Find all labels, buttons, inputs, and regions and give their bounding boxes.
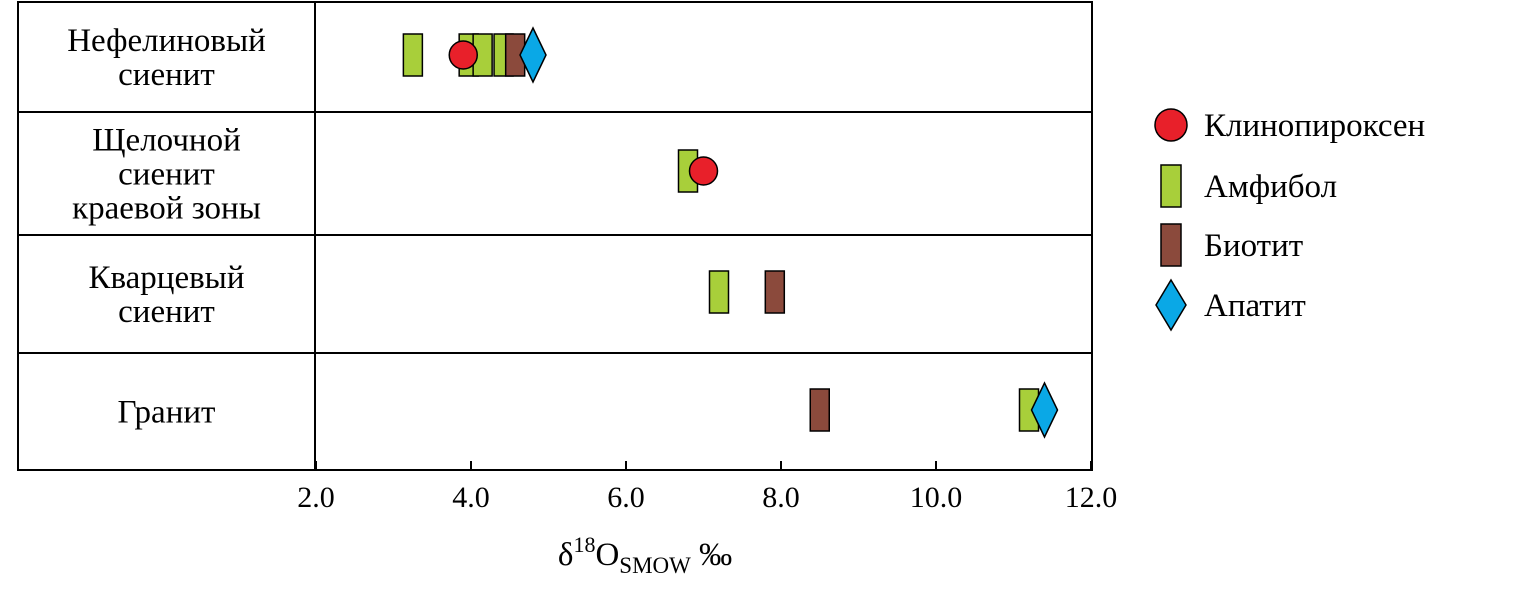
legend-swatch bbox=[1155, 278, 1187, 332]
legend-item: Биотит bbox=[1160, 223, 1303, 267]
legend-label: Апатит bbox=[1204, 288, 1306, 324]
category-label-line: сиенит bbox=[118, 57, 215, 93]
legend-label: Клинопироксен bbox=[1204, 108, 1425, 144]
category-label-line: краевой зоны bbox=[72, 191, 261, 227]
category-label-line: Щелочной bbox=[92, 123, 240, 159]
circle-marker bbox=[688, 156, 719, 186]
category-label: Гранит bbox=[118, 395, 216, 431]
legend-item: Апатит bbox=[1155, 278, 1306, 332]
legend: Клинопироксен Амфибол Биотит Апатит bbox=[1154, 108, 1425, 332]
legend-label: Биотит bbox=[1204, 228, 1303, 264]
x-tick-label: 8.0 bbox=[762, 481, 800, 514]
legend-item: Клинопироксен bbox=[1154, 108, 1425, 144]
legend-swatch bbox=[1154, 108, 1188, 142]
rect-marker bbox=[764, 270, 786, 314]
chart-frame bbox=[17, 1, 1093, 471]
x-tick-label: 6.0 bbox=[607, 481, 645, 514]
x-axis-label: δ18OSMOW ‰ bbox=[558, 532, 732, 578]
x-tick-label: 2.0 bbox=[297, 481, 335, 514]
legend-label: Амфибол bbox=[1204, 169, 1337, 205]
rect-marker bbox=[809, 388, 830, 432]
x-tick-label: 10.0 bbox=[910, 481, 963, 514]
category-label-line: Гранит bbox=[118, 395, 216, 431]
category-label-line: Кварцевый bbox=[88, 260, 244, 296]
legend-swatch bbox=[1160, 223, 1182, 267]
category-label-line: сиенит bbox=[118, 294, 215, 330]
category-label-line: Нефелиновый bbox=[67, 23, 266, 59]
diamond-marker bbox=[519, 26, 547, 84]
x-tick-label: 4.0 bbox=[452, 481, 490, 514]
diamond-marker bbox=[1030, 381, 1059, 439]
x-axis-ticks: 2.0 4.0 6.0 8.0 10.0 12.0 bbox=[297, 461, 1117, 514]
rect-marker bbox=[708, 270, 730, 314]
x-tick-label: 12.0 bbox=[1065, 481, 1118, 514]
chart-marks bbox=[402, 26, 1059, 439]
rect-marker bbox=[402, 33, 424, 77]
legend-item: Амфибол bbox=[1160, 164, 1337, 208]
circle-marker bbox=[448, 40, 478, 70]
category-label-line: сиенит bbox=[118, 157, 215, 193]
legend-swatch bbox=[1160, 164, 1182, 208]
